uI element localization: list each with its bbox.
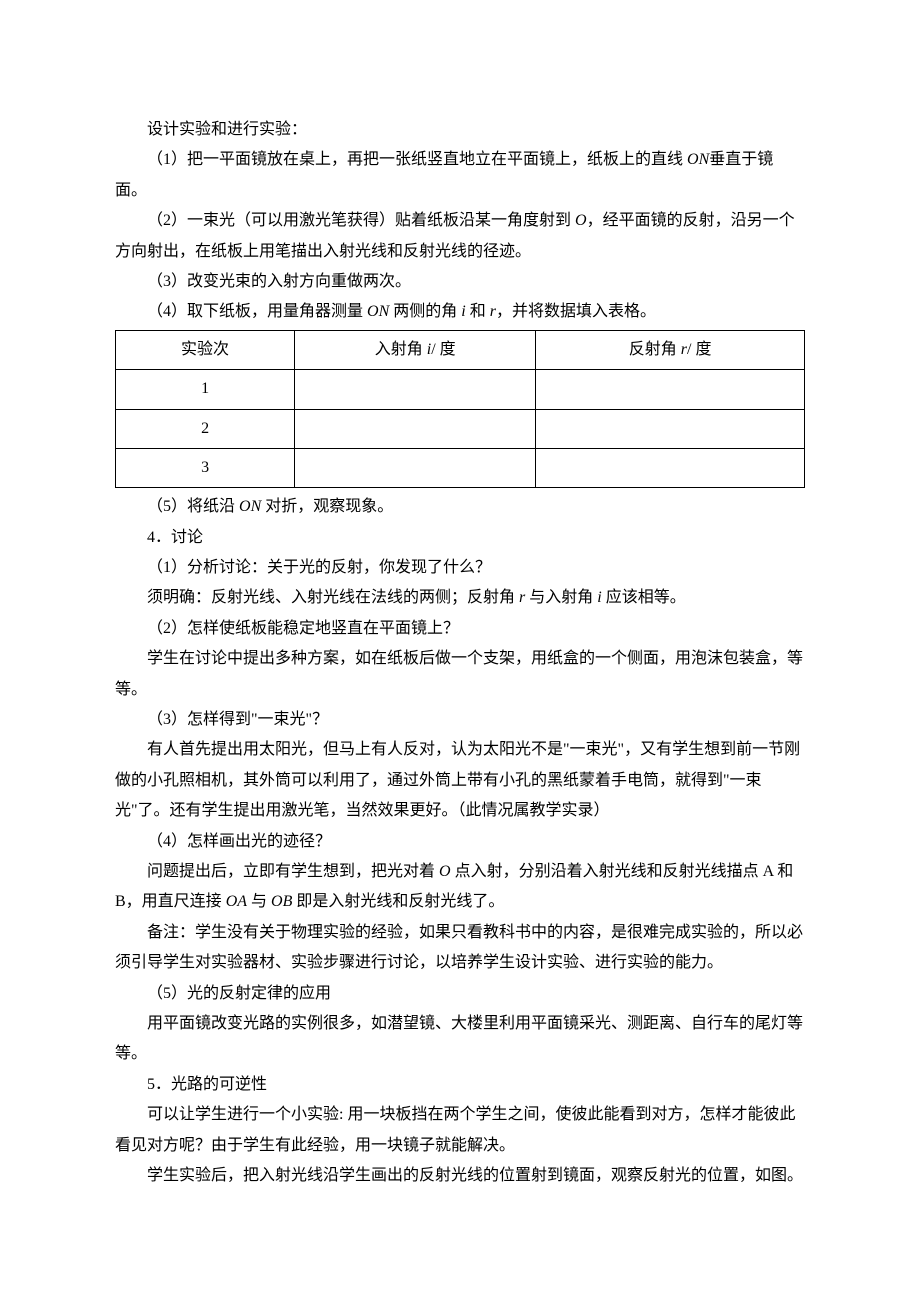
paragraph: （5）将纸沿 ON 对折，观察现象。 [115,492,805,522]
paragraph: （1）把一平面镜放在桌上，再把一张纸竖直地立在平面镜上，纸板上的直线 ON垂直于… [115,145,805,206]
table-cell [295,370,536,409]
experiment-table: 实验次 入射角 i/ 度 反射角 r/ 度 1 2 3 [115,330,805,489]
text-run: 和 [466,303,490,320]
paragraph: 用平面镜改变光路的实例很多，如潜望镜、大楼里利用平面镜采光、测距离、自行车的尾灯… [115,1009,805,1070]
table-header-row: 实验次 入射角 i/ 度 反射角 r/ 度 [116,330,805,369]
paragraph: （4）怎样画出光的迹径？ [115,827,805,857]
text-run: / 度 [687,341,711,358]
table-cell: 1 [116,370,295,409]
italic-run: O [575,212,587,229]
paragraph: （3）改变光束的入射方向重做两次。 [115,267,805,297]
table-cell [295,409,536,448]
table-row: 2 [116,409,805,448]
paragraph: 设计实验和进行实验： [115,115,805,145]
text-run: 与入射角 [525,589,597,606]
paragraph: 4．讨论 [115,523,805,553]
text-run: ，并将数据填入表格。 [496,303,656,320]
text-run: / 度 [431,341,455,358]
italic-run: OA [226,893,247,910]
table-row: 3 [116,448,805,487]
table-cell [536,370,805,409]
italic-run: ON [367,303,389,320]
text-run: 对折，观察现象。 [261,498,393,515]
paragraph: 须明确：反射光线、入射光线在法线的两侧；反射角 r 与入射角 i 应该相等。 [115,583,805,613]
text-run: 应该相等。 [602,589,686,606]
text-run: 须明确：反射光线、入射光线在法线的两侧；反射角 [147,589,519,606]
italic-run: ON [239,498,261,515]
paragraph: 可以让学生进行一个小实验: 用一块板挡在两个学生之间，使彼此能看到对方，怎样才能… [115,1100,805,1161]
paragraph: 有人首先提出用太阳光，但马上有人反对，认为太阳光不是"一束光"，又有学生想到前一… [115,735,805,826]
table-cell: 3 [116,448,295,487]
paragraph: 备注：学生没有关于物理实验的经验，如果只看教科书中的内容，是很难完成实验的，所以… [115,918,805,979]
table-cell [295,448,536,487]
paragraph: （4）取下纸板，用量角器测量 ON 两侧的角 i 和 r，并将数据填入表格。 [115,297,805,327]
text-run: （1）把一平面镜放在桌上，再把一张纸竖直地立在平面镜上，纸板上的直线 [147,151,687,168]
table-cell [536,409,805,448]
text-run: 与 [247,893,271,910]
paragraph: （3）怎样得到"一束光"？ [115,705,805,735]
paragraph: 5．光路的可逆性 [115,1070,805,1100]
paragraph: （5）光的反射定律的应用 [115,979,805,1009]
paragraph: （2）怎样使纸板能稳定地竖直在平面镜上？ [115,614,805,644]
document-page: 设计实验和进行实验： （1）把一平面镜放在桌上，再把一张纸竖直地立在平面镜上，纸… [0,0,920,1302]
text-run: （5）将纸沿 [147,498,239,515]
text-run: （4）取下纸板，用量角器测量 [147,303,367,320]
table-header-cell: 反射角 r/ 度 [536,330,805,369]
paragraph: （2）一束光（可以用激光笔获得）贴着纸板沿某一角度射到 O，经平面镜的反射，沿另… [115,206,805,267]
text-run: 入射角 [375,341,427,358]
table-cell: 2 [116,409,295,448]
text-run: 即是入射光线和反射光线了。 [292,893,504,910]
italic-run: OB [271,893,292,910]
text-run: 问题提出后，立即有学生想到，把光对着 [147,863,439,880]
paragraph: 学生在讨论中提出多种方案，如在纸板后做一个支架，用纸盒的一个侧面，用泡沫包装盒，… [115,644,805,705]
text-run: 两侧的角 [389,303,461,320]
italic-run: ON [687,151,709,168]
table-cell [536,448,805,487]
italic-run: O [439,863,451,880]
text-run: 反射角 [629,341,681,358]
table-header-cell: 实验次 [116,330,295,369]
table-row: 1 [116,370,805,409]
paragraph: （1）分析讨论：关于光的反射，你发现了什么？ [115,553,805,583]
paragraph: 学生实验后，把入射光线沿学生画出的反射光线的位置射到镜面，观察反射光的位置，如图… [115,1161,805,1191]
paragraph: 问题提出后，立即有学生想到，把光对着 O 点入射，分别沿着入射光线和反射光线描点… [115,857,805,918]
text-run: （2）一束光（可以用激光笔获得）贴着纸板沿某一角度射到 [147,212,575,229]
table-header-cell: 入射角 i/ 度 [295,330,536,369]
